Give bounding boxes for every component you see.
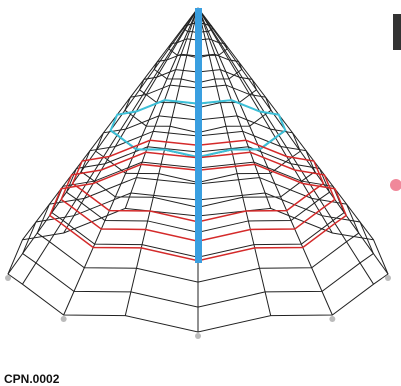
rib-rope bbox=[197, 7, 333, 234]
ring-rope bbox=[153, 53, 243, 84]
rib-rope bbox=[197, 7, 272, 316]
rib-rope bbox=[197, 7, 374, 241]
rib-rope bbox=[124, 7, 199, 316]
rib-rope bbox=[22, 7, 199, 285]
cyan-platform bbox=[109, 99, 287, 159]
red-net bbox=[48, 163, 348, 262]
anchor-foot bbox=[5, 275, 11, 281]
caption: CPN.0002 bbox=[4, 372, 60, 386]
ring-rope bbox=[21, 192, 375, 308]
ring-rope bbox=[65, 146, 331, 233]
ring-rope bbox=[51, 161, 345, 258]
red-net bbox=[60, 151, 336, 243]
rib-rope bbox=[197, 7, 374, 285]
ring-rope bbox=[182, 22, 214, 34]
rib-rope bbox=[197, 7, 389, 275]
central-pole bbox=[195, 8, 202, 263]
ring-rope bbox=[80, 130, 316, 208]
ring-rope bbox=[138, 69, 258, 109]
anchor-foot bbox=[60, 316, 67, 323]
ring-rope bbox=[168, 38, 228, 59]
ring-rope bbox=[7, 207, 389, 333]
ring-rope bbox=[95, 115, 301, 183]
ring-rope bbox=[36, 177, 360, 283]
anchor-foot bbox=[329, 316, 336, 323]
rib-rope bbox=[197, 7, 272, 209]
ring-rope bbox=[124, 84, 272, 134]
rib-rope bbox=[63, 7, 199, 234]
rib-rope bbox=[7, 7, 199, 275]
side-element bbox=[393, 14, 401, 50]
rib-rope bbox=[197, 7, 333, 316]
side-dot bbox=[390, 179, 401, 191]
rib-rope bbox=[22, 7, 199, 241]
anchor-foot bbox=[385, 275, 391, 281]
red-net bbox=[71, 139, 325, 223]
rib-rope bbox=[63, 7, 199, 316]
anchor-foot bbox=[195, 333, 201, 339]
rib-rope bbox=[124, 7, 199, 209]
